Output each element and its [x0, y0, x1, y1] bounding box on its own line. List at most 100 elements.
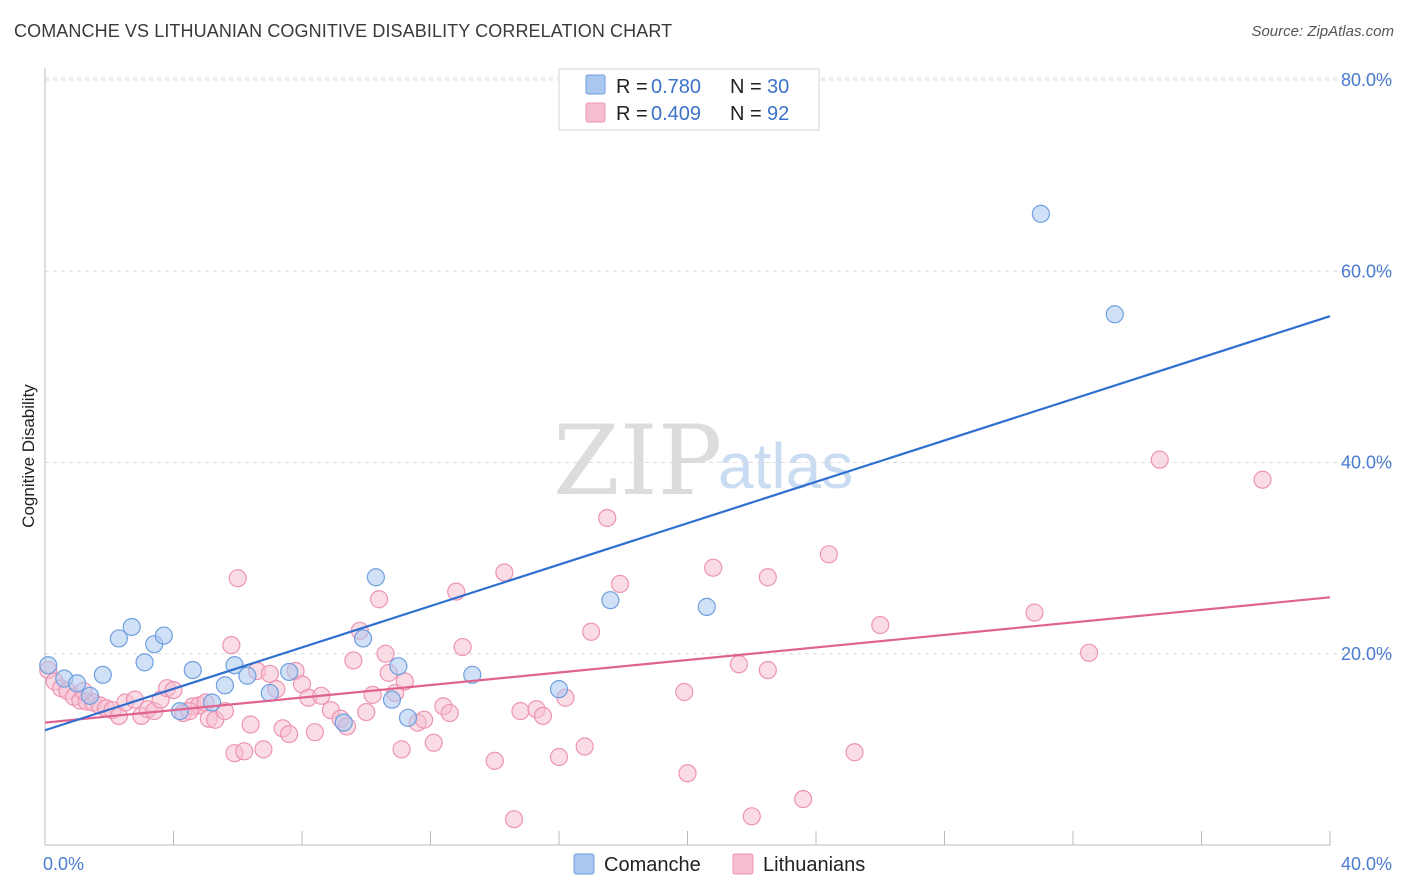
y-tick-label: 20.0%	[1341, 644, 1392, 664]
comanche-point	[697, 597, 716, 616]
x-tick-label: 40.0%	[1341, 854, 1392, 874]
lithuanians-point	[504, 810, 524, 829]
comanche-point	[398, 708, 418, 727]
lithuanians-point	[363, 685, 382, 704]
legend-bottom: Comanche Lithuanians	[573, 853, 865, 876]
lithuanians-point	[357, 702, 376, 722]
legend-r-value-lithuanians: 0.409	[651, 103, 701, 125]
legend-r-label-comanche: R =	[616, 76, 648, 98]
comanche-point	[280, 662, 299, 682]
lithuanians-point	[704, 558, 723, 577]
y-tick-label: 40.0%	[1341, 453, 1392, 473]
legend-n-value-comanche: 30	[767, 76, 789, 98]
lithuanians-point	[485, 751, 504, 770]
comanche-point	[1105, 305, 1124, 324]
comanche-point	[238, 666, 257, 685]
x-tick-labels: 0.0% 40.0%	[43, 854, 1392, 874]
comanche-point	[601, 591, 620, 610]
lithuanians-point	[871, 615, 890, 635]
lithuanians-point	[1025, 603, 1044, 622]
watermark: ZIP atlas	[553, 405, 853, 517]
lithuanians-trend-line	[44, 596, 1331, 724]
comanche-point	[93, 665, 112, 684]
comanche-point	[122, 617, 141, 637]
trend-lines	[44, 315, 1331, 732]
lithuanians-point	[395, 672, 414, 691]
comanche-point	[353, 629, 373, 648]
legend-bottom-label-lithuanians: Lithuanians	[763, 854, 865, 876]
lithuanians-point	[845, 743, 864, 762]
comanche-point	[1031, 204, 1050, 223]
lithuanians-point	[215, 702, 234, 721]
lithuanians-point	[533, 706, 553, 726]
lithuanians-point	[254, 740, 273, 759]
comanche-point	[389, 657, 408, 676]
y-axis-title: Cognitive Disability	[19, 384, 38, 528]
comanche-point	[549, 680, 569, 699]
comanche-point	[366, 568, 385, 587]
lithuanians-point	[1150, 450, 1169, 469]
comanche-point	[382, 690, 402, 709]
legend-bottom-swatch-comanche	[573, 853, 595, 875]
comanche-point	[39, 656, 58, 675]
watermark-zip: ZIP	[553, 405, 722, 517]
y-tick-labels: 20.0% 40.0% 60.0% 80.0%	[1341, 70, 1392, 664]
lithuanians-point	[678, 764, 697, 783]
lithuanians-point	[511, 702, 530, 721]
lithuanians-point	[392, 740, 411, 759]
lithuanians-point	[305, 723, 324, 742]
legend-top: R = 0.780 N = 30 R = 0.409 N = 92	[558, 68, 820, 131]
lithuanians-point	[235, 742, 254, 761]
comanche-point	[334, 713, 353, 732]
lithuanians-point	[675, 682, 694, 702]
lithuanians-point	[414, 710, 434, 729]
comanche-point	[154, 626, 173, 645]
legend-n-label-comanche: N =	[730, 76, 762, 98]
comanche-point	[68, 674, 87, 693]
chart-title: COMANCHE VS LITHUANIAN COGNITIVE DISABIL…	[14, 21, 673, 41]
lithuanians-point	[370, 590, 389, 609]
lithuanians-point	[575, 737, 594, 756]
comanche-point	[135, 653, 154, 672]
legend-swatch-lithuanians	[585, 102, 606, 123]
comanche-point	[202, 693, 222, 712]
lithuanians-point	[582, 622, 601, 641]
legend-bottom-swatch-lithuanians	[732, 853, 754, 875]
lithuanians-point	[758, 660, 777, 680]
x-ticks	[44, 831, 1331, 845]
comanche-point	[109, 629, 128, 648]
legend-bottom-label-comanche: Comanche	[604, 854, 701, 876]
watermark-atlas: atlas	[718, 430, 853, 502]
y-tick-label: 60.0%	[1341, 261, 1392, 281]
lithuanians-point	[794, 789, 813, 809]
lithuanians-point	[424, 733, 443, 752]
lithuanians-point	[228, 569, 247, 588]
lithuanians-point	[241, 715, 260, 734]
legend-swatch-comanche	[585, 74, 606, 95]
lithuanians-point	[164, 680, 183, 700]
comanche-point	[260, 683, 279, 703]
comanche-trend-line	[44, 315, 1331, 732]
lithuanians-point	[819, 545, 838, 564]
lithuanians-point	[495, 563, 514, 582]
lithuanians-point	[440, 703, 459, 723]
lithuanians-point	[742, 807, 761, 826]
lithuanians-point	[344, 651, 363, 670]
lithuanians-point	[758, 568, 777, 587]
lithuanians-point	[729, 655, 749, 674]
lithuanians-point	[1079, 643, 1099, 662]
lithuanians-point	[610, 574, 630, 594]
legend-n-value-lithuanians: 92	[767, 103, 789, 125]
lithuanians-point	[260, 664, 279, 683]
legend-r-value-comanche: 0.780	[651, 76, 701, 98]
chart-source: Source: ZipAtlas.com	[1251, 23, 1394, 40]
lithuanians-point	[280, 724, 299, 744]
lithuanians-point	[549, 747, 569, 767]
lithuanians-point	[598, 508, 617, 528]
legend-n-label-lithuanians: N =	[730, 103, 762, 125]
comanche-point	[463, 665, 482, 684]
lithuanians-point	[376, 644, 395, 663]
comanche-point	[80, 686, 100, 705]
x-tick-label: 0.0%	[43, 854, 84, 874]
